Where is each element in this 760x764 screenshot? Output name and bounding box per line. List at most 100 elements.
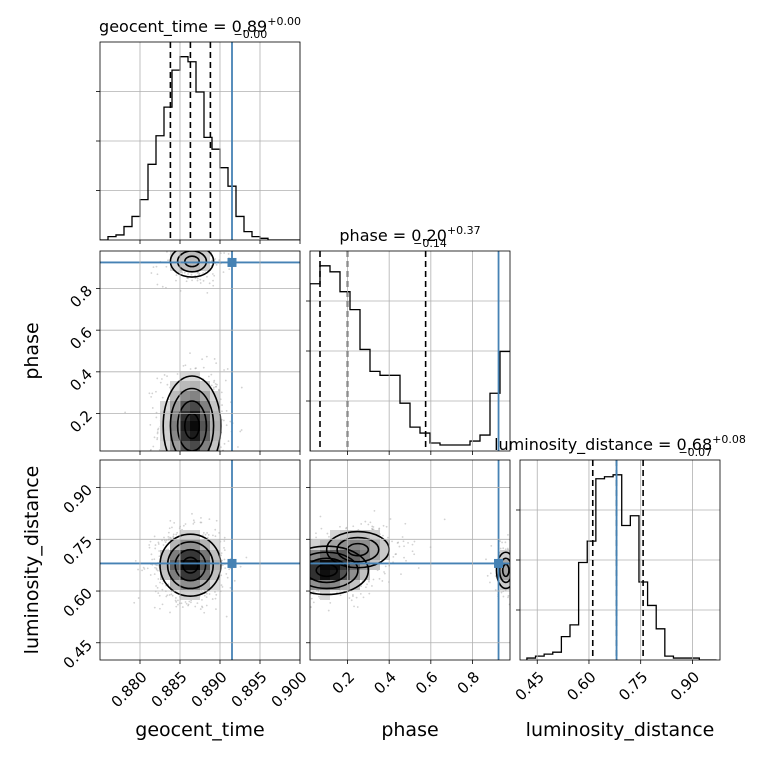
sample-point (164, 541, 167, 544)
sample-point (225, 424, 228, 427)
sample-point (185, 465, 187, 467)
sample-point (371, 525, 374, 528)
sample-point (180, 470, 182, 472)
sample-point (304, 550, 306, 552)
sample-point (224, 567, 227, 569)
sample-point (403, 556, 405, 559)
sample-point (168, 398, 171, 401)
sample-point (513, 586, 515, 588)
sample-point (188, 600, 191, 603)
sample-point (198, 474, 200, 476)
x-tick-label: 0.880 (108, 668, 151, 711)
density-cell (210, 441, 220, 451)
sample-point (286, 566, 288, 568)
sample-point (204, 461, 206, 463)
sample-point (285, 558, 287, 560)
sample-point (170, 593, 173, 596)
sample-point (391, 540, 393, 543)
sample-point (221, 410, 223, 413)
sample-point (396, 542, 399, 544)
sample-point (167, 548, 169, 551)
sample-point (157, 564, 160, 567)
density-cell (350, 540, 360, 550)
sample-point (301, 558, 303, 560)
sample-point (206, 275, 208, 278)
sample-point (366, 583, 368, 586)
sample-point (149, 540, 152, 543)
sample-point (221, 404, 223, 406)
contours (159, 533, 222, 598)
sample-point (174, 597, 177, 599)
contour-line (495, 551, 510, 590)
sample-point (194, 249, 196, 251)
sample-point (196, 474, 198, 476)
sample-point (352, 525, 355, 528)
density-cell (180, 401, 190, 411)
sample-point (368, 580, 370, 583)
sample-point (293, 571, 295, 573)
sample-point (507, 596, 509, 599)
density-cell (190, 550, 200, 560)
y-tick-label: 0.4 (66, 365, 96, 395)
sample-point (262, 594, 264, 596)
sample-point (159, 581, 161, 584)
sample-point (172, 535, 175, 538)
sample-point (190, 601, 192, 604)
hist-panel-phase (310, 251, 510, 451)
sample-point (167, 531, 170, 534)
sample-point (212, 279, 214, 282)
sample-point (208, 518, 211, 521)
sample-point (181, 271, 184, 274)
sample-point (183, 243, 185, 245)
sample-point (306, 562, 308, 564)
sample-point (307, 604, 309, 606)
sample-point (515, 562, 517, 564)
sample-point (213, 476, 215, 478)
sample-point (514, 574, 516, 576)
sample-point (174, 470, 176, 472)
sample-point (212, 534, 214, 537)
hist-title-phase: phase = 0.20+0.37 −0.14 (339, 224, 480, 250)
sample-point (216, 383, 218, 386)
sample-point (513, 560, 515, 562)
sample-point (489, 581, 491, 584)
sample-point (172, 455, 174, 457)
sample-point (511, 586, 513, 588)
sample-point (510, 548, 512, 550)
sample-point (194, 466, 196, 468)
sample-point (196, 279, 199, 282)
sample-point (307, 567, 309, 569)
sample-point (167, 535, 170, 538)
sample-point (224, 379, 227, 382)
sample-point (149, 574, 152, 576)
sample-point (189, 352, 191, 355)
density-cell (170, 401, 180, 411)
sample-point (297, 572, 299, 574)
sample-point (171, 526, 173, 529)
sample-point (148, 544, 151, 546)
sample-point (523, 580, 525, 582)
sample-point (295, 572, 297, 574)
sample-point (365, 586, 367, 589)
sample-point (383, 571, 385, 573)
sample-point (204, 533, 207, 536)
density-cell (170, 441, 180, 451)
sample-point (512, 588, 514, 590)
sample-point (280, 565, 282, 567)
density-cell (160, 570, 170, 580)
sample-point (225, 615, 228, 618)
sample-point (195, 453, 197, 455)
sample-point (304, 576, 306, 578)
sample-point (196, 244, 198, 246)
sample-point (137, 597, 140, 599)
title-sub: −0.14 (413, 237, 447, 250)
density-cell (170, 261, 180, 271)
sample-point (155, 585, 157, 587)
density-cell (190, 411, 200, 421)
density-cell (160, 560, 170, 570)
sample-point (285, 573, 287, 575)
sample-point (356, 606, 359, 608)
sample-point (277, 544, 279, 546)
sample-point (504, 541, 507, 544)
density-cell (500, 550, 510, 560)
